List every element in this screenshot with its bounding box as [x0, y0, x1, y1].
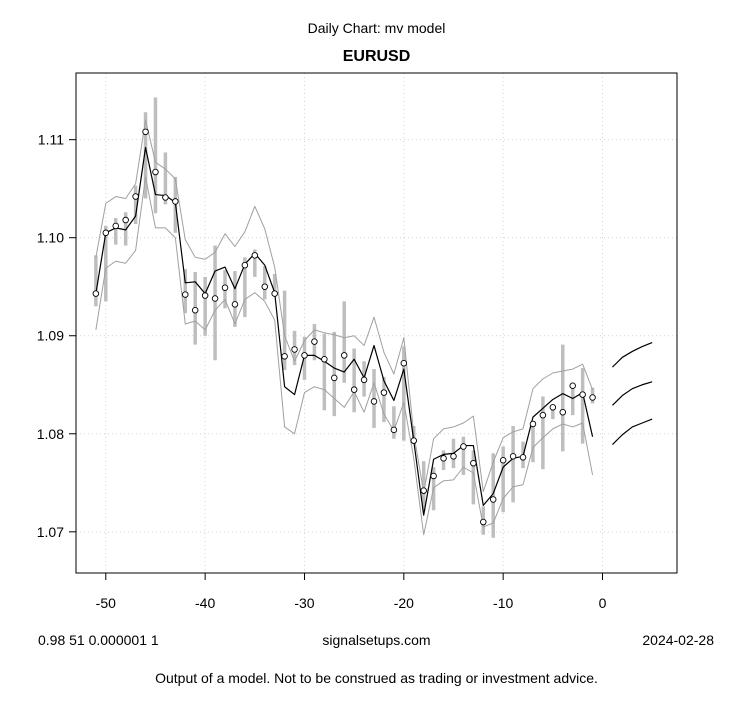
close-point — [410, 437, 418, 444]
close-point — [182, 291, 189, 298]
y-tick-label: 1.10 — [37, 230, 64, 246]
close-point — [420, 487, 427, 494]
x-tick-label: 0 — [599, 595, 607, 611]
band-lines — [95, 119, 594, 536]
chart-title: EURUSD — [342, 48, 411, 65]
close-point — [261, 283, 268, 290]
close-point — [460, 443, 467, 450]
close-point — [340, 352, 348, 359]
close-point — [191, 307, 199, 314]
close-point — [579, 391, 586, 398]
close-point — [509, 453, 517, 460]
close-point — [172, 198, 179, 205]
close-point — [539, 411, 547, 419]
close-point — [450, 453, 457, 460]
forecast-mid-line — [612, 381, 653, 406]
close-point — [499, 457, 507, 464]
close-point — [331, 374, 338, 382]
close-point — [440, 455, 447, 462]
close-point — [211, 295, 219, 302]
close-point — [400, 359, 408, 367]
x-tick-label: -50 — [96, 595, 116, 611]
site-name: signalsetups.com — [322, 632, 431, 648]
y-tick-label: 1.11 — [38, 132, 64, 148]
close-point — [231, 301, 239, 308]
close-point — [311, 338, 318, 345]
disclaimer: Output of a model. Not to be construed a… — [155, 670, 598, 686]
close-point — [132, 193, 139, 200]
close-point — [589, 394, 596, 401]
close-point — [430, 472, 437, 480]
close-point — [549, 404, 557, 411]
close-point — [301, 352, 308, 359]
chart-suptitle: Daily Chart: mv model — [307, 20, 446, 36]
close-point — [241, 261, 249, 269]
close-point — [350, 386, 358, 393]
x-tick-label: -40 — [195, 595, 215, 611]
close-point — [221, 284, 229, 291]
close-point — [380, 389, 388, 396]
close-point — [360, 376, 368, 384]
chart-date: 2024-02-28 — [642, 632, 714, 648]
fit-line — [95, 146, 594, 516]
fit-line-group — [95, 146, 594, 516]
close-point — [92, 290, 100, 297]
forecast-lower-line — [612, 418, 653, 445]
close-points — [92, 128, 596, 526]
close-point — [251, 252, 259, 259]
grid-lines — [76, 73, 677, 573]
model-params: 0.98 51 0.000001 1 — [38, 632, 159, 648]
close-point — [162, 194, 169, 201]
close-point — [281, 353, 288, 360]
axes: -50 -40 -30 -20 -10 0 1.07 1.08 1.09 1.10 1.11 — [37, 132, 607, 611]
x-tick-label: -10 — [493, 595, 513, 611]
close-point — [529, 420, 537, 428]
close-point — [321, 356, 328, 363]
close-point — [271, 290, 278, 297]
price-bars — [94, 97, 595, 538]
close-point — [370, 398, 378, 405]
lower-band-line — [95, 176, 594, 536]
close-point — [480, 518, 487, 526]
close-point — [122, 216, 129, 224]
close-point — [102, 229, 110, 237]
x-tick-label: -20 — [394, 595, 414, 611]
forecast-upper-line — [612, 342, 653, 368]
close-point — [519, 454, 527, 461]
close-point — [112, 222, 119, 230]
plot-frame — [75, 72, 678, 574]
close-point — [152, 168, 159, 176]
y-tick-label: 1.07 — [37, 524, 64, 540]
y-tick-label: 1.09 — [37, 328, 64, 344]
close-point — [569, 382, 576, 389]
close-point — [559, 408, 567, 416]
x-tick-label: -30 — [294, 595, 314, 611]
close-point — [291, 346, 298, 353]
close-point — [489, 496, 497, 503]
y-tick-label: 1.08 — [37, 426, 64, 442]
close-point — [390, 426, 398, 434]
forecast-lines — [612, 342, 653, 445]
upper-band-line — [95, 119, 594, 494]
close-point — [142, 128, 149, 136]
close-point — [201, 292, 209, 299]
close-point — [470, 459, 477, 467]
